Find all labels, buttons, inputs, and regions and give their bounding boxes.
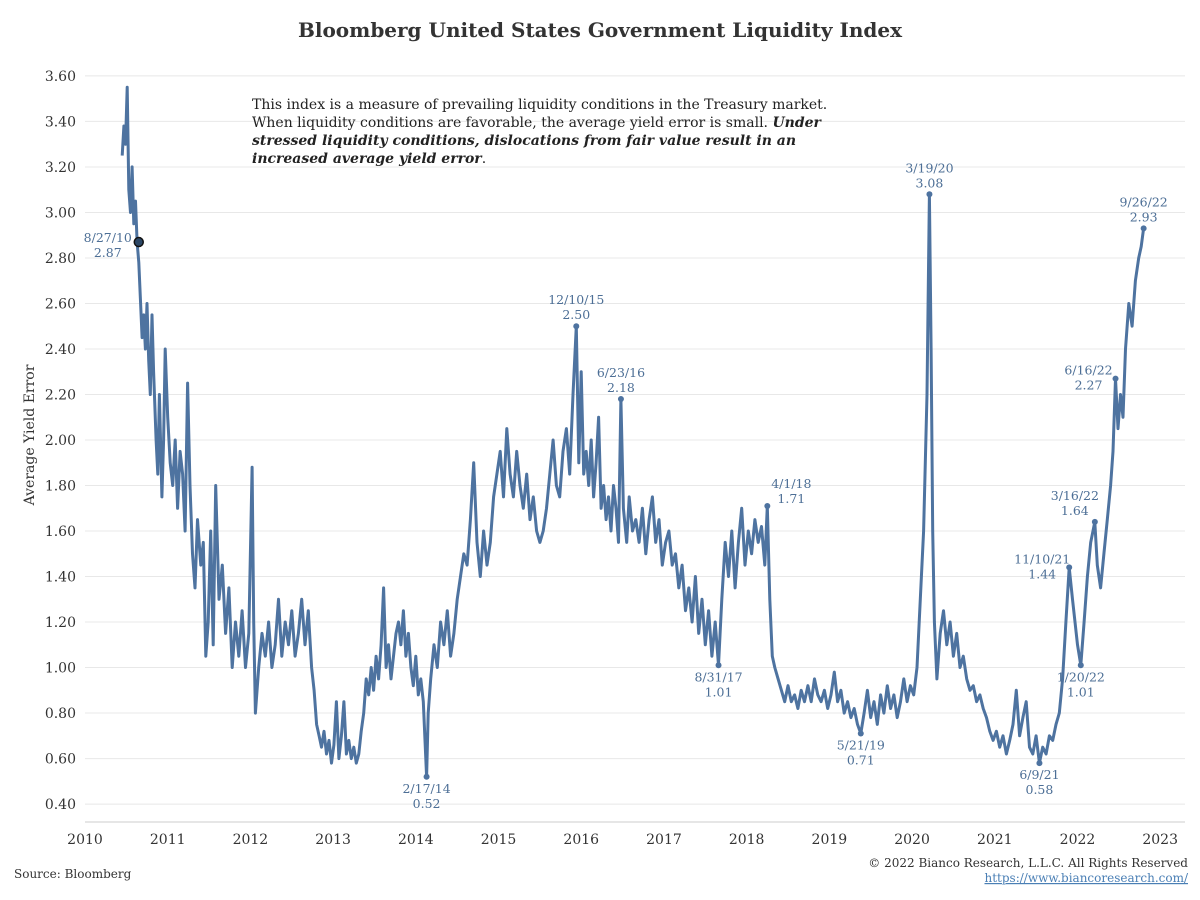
chart-title: Bloomberg United States Government Liqui… <box>298 18 903 42</box>
y-tick-label: 3.00 <box>45 205 76 221</box>
x-tick-label: 2022 <box>1060 832 1096 848</box>
series-line-0 <box>120 85 1146 779</box>
annotation-date: 8/27/10 <box>84 230 132 245</box>
y-tick-label: 1.80 <box>45 479 76 495</box>
annotation-value: 3.08 <box>916 175 944 190</box>
grid-lines <box>85 75 1185 805</box>
annotation-date: 8/31/17 <box>694 669 742 684</box>
annotation-marker <box>1091 518 1098 525</box>
annotation-date: 3/19/20 <box>905 160 953 175</box>
x-tick-label: 2015 <box>481 832 517 848</box>
note-line-4: increased average yield error. <box>252 151 486 167</box>
annotation-value: 2.93 <box>1130 209 1158 224</box>
annotation-marker <box>857 730 864 737</box>
copyright-text: © 2022 Bianco Research, L.L.C. All Right… <box>868 856 1188 870</box>
y-tick-label: 3.40 <box>45 114 76 130</box>
y-tick-label: 3.60 <box>45 69 76 85</box>
y-tick-label: 2.80 <box>45 251 76 267</box>
annotation-date: 11/10/21 <box>1014 551 1070 566</box>
x-axis-ticks: 2010 2011 2012 2013 2014 2015 2016 2017 2018 2019… <box>67 821 1185 848</box>
y-tick-label: 0.40 <box>45 797 76 813</box>
annotation-value: 1.71 <box>777 491 805 506</box>
y-tick-label: 1.60 <box>45 524 76 540</box>
annotation-date: 4/1/18 <box>771 476 811 491</box>
annotation-date: 3/16/22 <box>1051 488 1099 503</box>
x-tick-label: 2023 <box>1142 832 1178 848</box>
y-tick-label: 0.80 <box>45 706 76 722</box>
annotation-value: 1.01 <box>1067 684 1095 699</box>
y-tick-label: 2.20 <box>45 387 76 403</box>
annotation-marker <box>1112 375 1119 382</box>
y-tick-label: 0.60 <box>45 752 76 768</box>
annotation-marker <box>1036 760 1043 767</box>
x-tick-label: 2011 <box>150 832 186 848</box>
x-tick-label: 2010 <box>67 832 103 848</box>
annotation-value: 0.71 <box>847 753 875 768</box>
y-tick-label: 1.40 <box>45 570 76 586</box>
annotation-marker <box>715 662 722 669</box>
x-tick-label: 2020 <box>894 832 930 848</box>
website-link[interactable]: https://www.biancoresearch.com/ <box>984 871 1188 885</box>
x-tick-label: 2014 <box>398 832 434 848</box>
annotation-value: 0.58 <box>1026 782 1054 797</box>
annotation-marker <box>573 323 580 330</box>
annotation-marker <box>926 191 933 198</box>
note-line-3: stressed liquidity conditions, dislocati… <box>252 133 796 149</box>
note-line-2: When liquidity conditions are favorable,… <box>252 115 823 131</box>
annotation-date: 12/10/15 <box>548 292 604 307</box>
source-text: Source: Bloomberg <box>14 867 132 881</box>
y-tick-label: 2.00 <box>45 433 76 449</box>
annotation-date: 9/26/22 <box>1120 194 1168 209</box>
annotation-value: 1.01 <box>705 684 733 699</box>
note-line-1: This index is a measure of prevailing li… <box>252 97 827 113</box>
description-note: This index is a measure of prevailing li… <box>252 97 827 167</box>
annotation-marker <box>764 502 771 509</box>
annotation-date: 1/20/22 <box>1057 669 1105 684</box>
annotation-date: 2/17/14 <box>402 781 450 796</box>
y-axis-label: Average Yield Error <box>22 364 38 506</box>
y-tick-label: 1.00 <box>45 661 76 677</box>
annotation-marker <box>1077 662 1084 669</box>
note-line-2-emph: Under <box>772 115 822 131</box>
note-line-4-emph: increased average yield error <box>252 151 483 167</box>
annotation-marker <box>423 773 430 780</box>
annotation-value: 2.18 <box>607 380 635 395</box>
note-line-4-period: . <box>482 151 486 167</box>
annotation-date: 5/21/19 <box>837 738 885 753</box>
x-tick-label: 2016 <box>563 832 599 848</box>
annotation-value: 0.52 <box>413 796 441 811</box>
annotation-value: 1.44 <box>1028 566 1056 581</box>
x-tick-label: 2018 <box>729 832 765 848</box>
x-tick-label: 2013 <box>315 832 351 848</box>
annotation-value: 2.50 <box>562 307 590 322</box>
annotation-date: 6/16/22 <box>1064 363 1112 378</box>
annotation-value: 2.27 <box>1075 378 1103 393</box>
y-tick-label: 1.20 <box>45 615 76 631</box>
x-tick-label: 2012 <box>233 832 269 848</box>
y-tick-label: 3.20 <box>45 160 76 176</box>
x-tick-label: 2017 <box>646 832 682 848</box>
annotation-marker <box>1140 225 1147 232</box>
annotation-marker <box>133 236 145 248</box>
annotation-date: 6/23/16 <box>597 365 645 380</box>
y-axis-ticks: 3.60 3.40 3.20 3.00 2.80 2.60 2.40 2.20 2.00 1.80… <box>45 69 76 813</box>
annotation-value: 1.64 <box>1061 503 1089 518</box>
x-tick-label: 2021 <box>977 832 1013 848</box>
annotation-marker <box>617 396 624 403</box>
note-line-2-plain: When liquidity conditions are favorable,… <box>252 115 772 131</box>
annotation-layer: 8/27/102.87 2/17/140.52 12/10/152.50 6/23/1… <box>84 160 1168 811</box>
annotation-marker <box>1066 564 1073 571</box>
series-layer <box>120 85 1146 779</box>
x-tick-label: 2019 <box>812 832 848 848</box>
annotation-value: 2.87 <box>94 245 122 260</box>
y-tick-label: 2.60 <box>45 296 76 312</box>
annotation-date: 6/9/21 <box>1019 767 1059 782</box>
y-tick-label: 2.40 <box>45 342 76 358</box>
